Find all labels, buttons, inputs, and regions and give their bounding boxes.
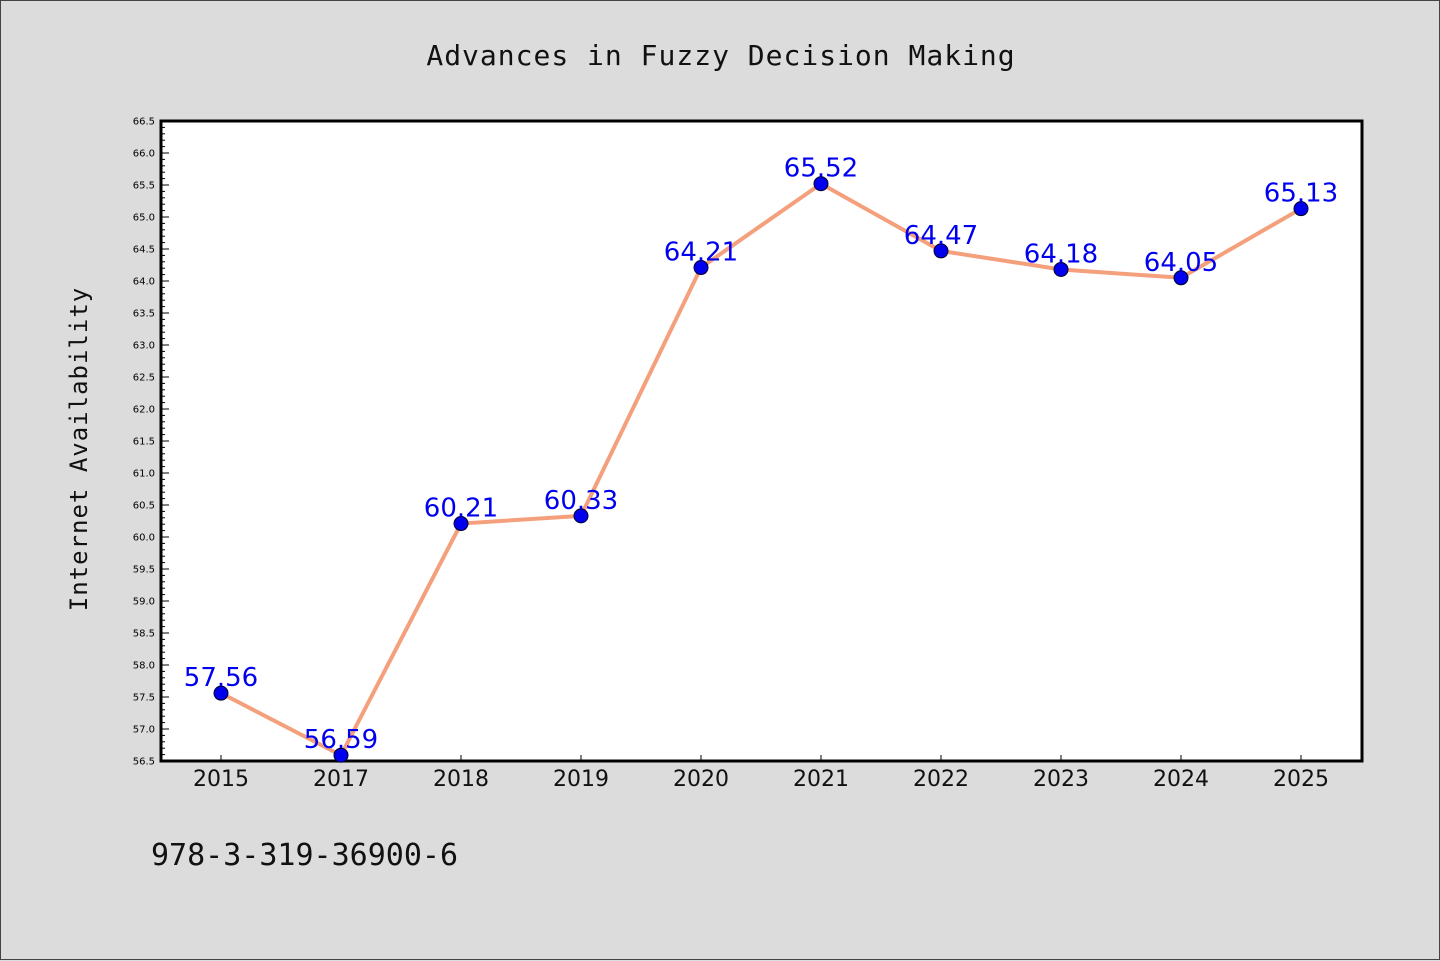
- x-axis: 2015 2017 2018 2019 2020 2021 2022 2023 2024 2025: [193, 755, 1329, 792]
- y-tick-label: 59.5: [133, 565, 155, 576]
- y-tick-label: 58.5: [133, 629, 155, 640]
- y-tick-label: 62.0: [133, 405, 155, 416]
- y-axis-title: Internet Availability: [65, 287, 93, 611]
- y-tick-label: 60.5: [133, 501, 155, 512]
- data-point: [1053, 261, 1069, 277]
- y-tick-label: 64.5: [133, 245, 155, 256]
- data-label: 64.47: [904, 221, 978, 251]
- x-tick-label: 2023: [1033, 767, 1089, 792]
- y-tick-label: 56.5: [133, 757, 155, 768]
- data-point: [933, 243, 949, 259]
- x-tick-label: 2015: [193, 767, 249, 792]
- data-label: 65.52: [784, 154, 858, 184]
- data-point: [813, 176, 829, 192]
- y-tick-label: 66.0: [133, 149, 155, 160]
- y-tick-label: 62.5: [133, 373, 155, 384]
- x-tick-label: 2020: [673, 767, 729, 792]
- data-label: 57.56: [184, 663, 258, 693]
- x-tick-label: 2024: [1153, 767, 1209, 792]
- data-point: [573, 508, 589, 524]
- data-point: [333, 747, 349, 763]
- y-tick-label: 57.0: [133, 725, 155, 736]
- y-tick-label: 65.5: [133, 181, 155, 192]
- y-tick-label: 66.5: [133, 117, 155, 128]
- data-label: 64.21: [664, 238, 738, 268]
- data-point: [453, 516, 469, 532]
- y-tick-label: 65.0: [133, 213, 155, 224]
- y-tick-label: 57.5: [133, 693, 155, 704]
- y-tick-label: 63.0: [133, 341, 155, 352]
- y-tick-label: 58.0: [133, 661, 155, 672]
- x-tick-label: 2022: [913, 767, 969, 792]
- data-label: 56.59: [304, 725, 378, 755]
- data-point: [1173, 270, 1189, 286]
- data-labels-layer: 57.56 56.59 60.21 60.33 64.21 65.52 64.47 64.18…: [184, 154, 1338, 756]
- y-tick-label: 59.0: [133, 597, 155, 608]
- y-axis: 56.5 57.0 57.5 58.0 58.5 59.0 59.5 60.0 60.5 61.0…: [133, 117, 169, 768]
- data-point: [1293, 201, 1309, 217]
- data-label: 65.13: [1264, 179, 1338, 209]
- data-point: [213, 685, 229, 701]
- x-tick-label: 2018: [433, 767, 489, 792]
- series-line: [219, 181, 1303, 758]
- footer-isbn: 978-3-319-36900-6: [151, 838, 458, 873]
- y-tick-label: 63.5: [133, 309, 155, 320]
- y-tick-label: 60.0: [133, 533, 155, 544]
- data-label: 64.05: [1144, 248, 1218, 278]
- plot-area: [159, 119, 1364, 763]
- data-point: [693, 260, 709, 276]
- x-tick-label: 2019: [553, 767, 609, 792]
- y-tick-label: 61.0: [133, 469, 155, 480]
- data-label: 60.33: [544, 486, 618, 516]
- data-label: 60.21: [424, 494, 498, 524]
- data-label: 64.18: [1024, 239, 1098, 269]
- y-tick-label: 61.5: [133, 437, 155, 448]
- x-tick-label: 2021: [793, 767, 849, 792]
- y-tick-label: 64.0: [133, 277, 155, 288]
- series-layer: [213, 176, 1309, 763]
- chart-title: Advances in Fuzzy Decision Making: [426, 39, 1015, 72]
- x-tick-label: 2017: [313, 767, 369, 792]
- x-tick-label: 2025: [1273, 767, 1329, 792]
